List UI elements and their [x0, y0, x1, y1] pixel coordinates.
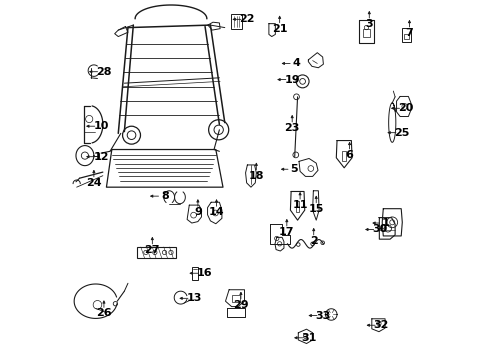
- Text: 27: 27: [144, 245, 160, 255]
- Bar: [401, 28, 410, 41]
- Text: 6: 6: [345, 150, 353, 160]
- Text: 32: 32: [373, 320, 388, 330]
- Text: 9: 9: [194, 207, 202, 217]
- Bar: [404, 35, 408, 39]
- Text: 24: 24: [86, 178, 102, 188]
- Bar: [295, 201, 299, 212]
- Bar: [341, 151, 346, 161]
- Text: 25: 25: [394, 128, 409, 138]
- Text: 12: 12: [93, 152, 109, 162]
- Text: 33: 33: [315, 311, 330, 320]
- Text: 1: 1: [381, 218, 388, 228]
- Text: 8: 8: [161, 191, 168, 201]
- Bar: [192, 267, 198, 279]
- Text: 16: 16: [196, 268, 212, 278]
- Bar: [137, 247, 176, 258]
- Text: 17: 17: [279, 227, 294, 237]
- Text: 10: 10: [93, 121, 108, 131]
- Text: 11: 11: [292, 200, 307, 210]
- Text: 4: 4: [292, 58, 300, 68]
- Text: 23: 23: [284, 123, 299, 133]
- Text: 13: 13: [186, 293, 202, 303]
- Text: 7: 7: [405, 28, 412, 38]
- Text: 3: 3: [365, 19, 372, 29]
- Text: 22: 22: [239, 14, 255, 24]
- Text: 31: 31: [301, 333, 316, 343]
- Text: 15: 15: [308, 204, 323, 214]
- Text: 18: 18: [248, 171, 264, 181]
- Bar: [362, 30, 369, 37]
- Text: 5: 5: [289, 164, 297, 174]
- Text: 30: 30: [372, 225, 387, 234]
- Text: 20: 20: [397, 103, 413, 113]
- Text: 26: 26: [96, 309, 112, 318]
- Text: 28: 28: [96, 67, 111, 77]
- Text: 2: 2: [309, 236, 317, 246]
- Text: 29: 29: [233, 300, 248, 310]
- Bar: [230, 14, 242, 29]
- Text: 19: 19: [284, 75, 300, 85]
- Bar: [232, 295, 240, 302]
- Text: 21: 21: [271, 24, 287, 34]
- Text: 14: 14: [208, 207, 224, 217]
